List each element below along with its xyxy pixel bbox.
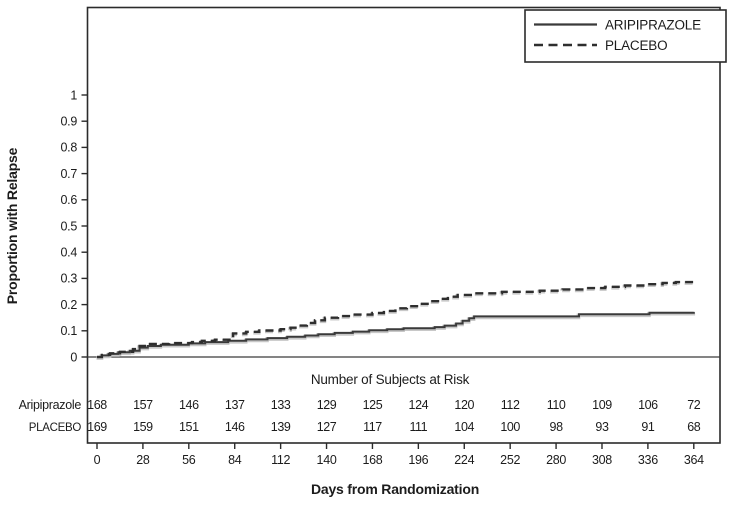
at-risk-row-label-placebo: PLACEBO (29, 422, 82, 434)
at-risk-value: 120 (454, 398, 474, 412)
y-tick-label: 1 (70, 88, 77, 102)
at-risk-value: 168 (87, 398, 107, 412)
x-tick-label: 252 (500, 453, 520, 467)
at-risk-value: 91 (641, 420, 655, 434)
at-risk-value: 127 (317, 420, 337, 434)
y-tick-label: 0.4 (61, 246, 78, 260)
at-risk-value: 139 (271, 420, 291, 434)
at-risk-value: 146 (179, 398, 199, 412)
x-tick-label: 280 (546, 453, 566, 467)
y-tick-label: 0.1 (61, 324, 78, 338)
at-risk-value: 124 (409, 398, 429, 412)
y-tick-label: 0 (70, 350, 77, 364)
at-risk-value: 151 (179, 420, 199, 434)
x-tick-label: 28 (136, 453, 150, 467)
at-risk-value: 169 (87, 420, 107, 434)
placebo-curve (97, 280, 695, 359)
x-tick-label: 0 (94, 453, 101, 467)
aripiprazole-curve (97, 311, 695, 358)
y-axis-title: Proportion with Relapse (4, 147, 20, 304)
at-risk-value: 146 (225, 420, 245, 434)
x-tick-label: 56 (182, 453, 196, 467)
x-tick-label: 364 (684, 453, 704, 467)
at-risk-value: 98 (550, 420, 564, 434)
at-risk-value: 68 (687, 420, 701, 434)
at-risk-value: 112 (501, 398, 520, 412)
at-risk-value: 109 (592, 398, 612, 412)
at-risk-value: 159 (133, 420, 153, 434)
at-risk-value: 93 (595, 420, 609, 434)
y-tick-label: 0.7 (61, 167, 78, 181)
curves (96, 280, 696, 360)
at-risk-value: 133 (271, 398, 291, 412)
at-risk-value: 111 (409, 420, 427, 434)
y-tick-label: 0.6 (61, 193, 78, 207)
legend: ARIPIPRAZOLE PLACEBO (524, 9, 727, 63)
y-tick-label: 0.5 (61, 219, 78, 233)
at-risk-title: Number of Subjects at Risk (311, 372, 470, 387)
x-axis-ticks: 0 28 56 84 112 140 168 196 224 252 280 308 336 364 (94, 443, 704, 467)
at-risk-values: 168 157 146 137 133 129 125 124 120 112 110 109 106 7… (87, 398, 701, 434)
x-tick-label: 168 (362, 453, 382, 467)
x-tick-label: 224 (454, 453, 474, 467)
x-tick-label: 140 (317, 453, 337, 467)
at-risk-row-label-aripiprazole: Aripiprazole (19, 398, 82, 412)
x-tick-label: 336 (638, 453, 658, 467)
legend-box (524, 9, 727, 63)
y-tick-label: 0.8 (61, 141, 78, 155)
at-risk-table: Number of Subjects at Risk Aripiprazole … (19, 372, 702, 434)
x-axis-title: Days from Randomization (311, 481, 479, 497)
at-risk-value: 137 (225, 398, 245, 412)
plot-frame (86, 6, 721, 444)
at-risk-value: 104 (454, 420, 474, 434)
at-risk-value: 157 (133, 398, 153, 412)
y-tick-label: 0.3 (61, 272, 78, 286)
at-risk-value: 106 (638, 398, 658, 412)
at-risk-value: 72 (687, 398, 701, 412)
at-risk-value: 117 (363, 420, 382, 434)
y-tick-label: 0.2 (61, 298, 78, 312)
legend-label-placebo: PLACEBO (605, 38, 667, 53)
at-risk-value: 129 (317, 398, 337, 412)
at-risk-value: 110 (547, 398, 566, 412)
at-risk-value: 100 (500, 420, 520, 434)
x-tick-label: 196 (408, 453, 428, 467)
y-tick-label: 0.9 (61, 115, 78, 129)
aripiprazole-curve-halo (96, 311, 696, 360)
y-axis-ticks: 0 0.1 0.2 0.3 0.4 0.5 0.6 0.7 0.8 0.9 1 (61, 88, 88, 364)
x-tick-label: 112 (271, 453, 290, 467)
at-risk-value: 125 (363, 398, 383, 412)
x-tick-label: 84 (228, 453, 242, 467)
x-tick-label: 308 (592, 453, 612, 467)
legend-label-aripiprazole: ARIPIPRAZOLE (605, 18, 701, 33)
